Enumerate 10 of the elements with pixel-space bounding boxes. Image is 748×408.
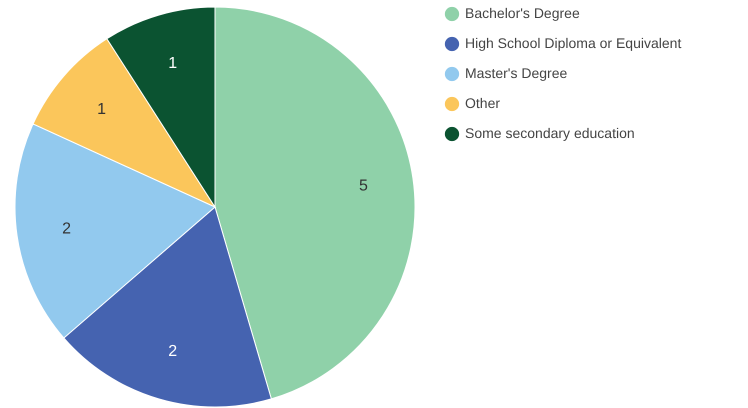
- legend-label: Some secondary education: [465, 125, 635, 141]
- data-label: 5: [359, 178, 368, 195]
- legend-label: Bachelor's Degree: [465, 5, 580, 21]
- data-label: 2: [168, 342, 178, 360]
- legend-label: Master's Degree: [465, 65, 568, 81]
- legend-label: High School Diploma or Equivalent: [465, 35, 682, 51]
- data-label: 1: [97, 100, 106, 118]
- data-label: 2: [62, 220, 72, 238]
- legend-label: Other: [465, 95, 500, 111]
- data-label: 1: [168, 55, 178, 72]
